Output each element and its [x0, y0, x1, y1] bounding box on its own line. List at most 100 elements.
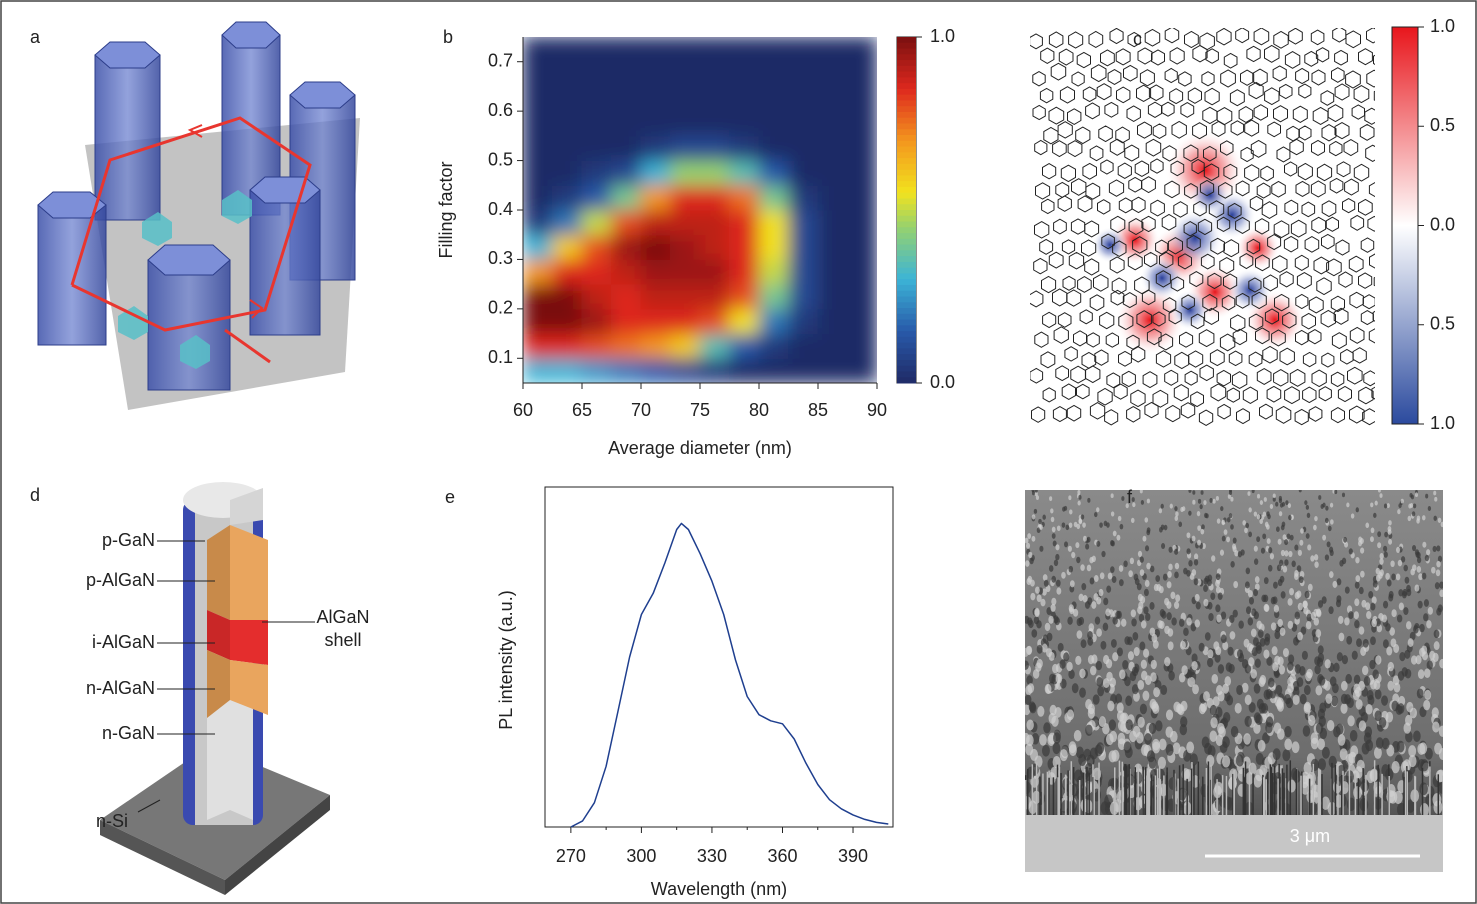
nanowire-texture — [1291, 561, 1295, 568]
nanowire-texture — [1096, 661, 1102, 670]
nanowire-texture — [1108, 573, 1113, 580]
colorbar-step — [897, 66, 916, 72]
nanowire-texture — [1294, 545, 1298, 551]
nanowire-texture — [1211, 555, 1215, 561]
nanowire-texture — [1131, 618, 1136, 626]
nanowire-texture — [1374, 747, 1382, 759]
heatmap-cell — [729, 284, 760, 310]
colorbar-step — [897, 354, 916, 360]
nanowire-texture — [1288, 621, 1294, 629]
heatmap-cell — [582, 284, 613, 310]
colorbar-step — [897, 285, 916, 291]
nanowire-texture — [1132, 632, 1138, 641]
pl-curve — [571, 523, 888, 827]
heatmap-cell — [788, 185, 819, 211]
nanowire-texture — [1230, 631, 1236, 640]
nanowire-texture — [1208, 613, 1213, 621]
nanowire-texture — [1375, 501, 1378, 506]
nanowire-texture — [1330, 550, 1334, 556]
colorbar-step — [897, 170, 916, 176]
nanowire-texture — [1144, 589, 1149, 596]
nanowire-texture — [1377, 531, 1381, 537]
nanowire-texture — [1055, 554, 1059, 560]
nanowire-texture — [1287, 683, 1294, 693]
heatmap-cell — [729, 234, 760, 260]
nanowire-texture — [1314, 561, 1318, 568]
nanowire-texture — [1417, 743, 1425, 755]
nanowire-texture — [1063, 652, 1069, 661]
nanowire-texture — [1337, 652, 1343, 661]
colorbar-step — [897, 337, 916, 343]
nanowire-texture — [1290, 535, 1294, 541]
nanowire-outline — [1376, 161, 1390, 178]
nanowire-texture — [1099, 522, 1103, 527]
nanowire-texture — [1370, 636, 1376, 645]
nanowire-texture — [1242, 659, 1248, 668]
nanowire-texture — [1030, 749, 1038, 761]
heatmap-cell — [523, 160, 554, 186]
nanowire-texture — [1106, 659, 1112, 668]
nanowire-texture — [1186, 617, 1191, 625]
nanowire-texture — [1126, 719, 1133, 730]
nanowire-texture — [1349, 548, 1353, 554]
nanowire-texture — [1155, 720, 1162, 731]
nanowire-texture — [1370, 680, 1377, 690]
nanowire-texture — [1178, 522, 1182, 527]
nanowire-texture — [1216, 586, 1221, 593]
nanowire-texture — [1330, 676, 1337, 686]
nanowire-texture — [1221, 520, 1225, 525]
colorbar-step — [897, 106, 916, 112]
nanowire-texture — [1417, 688, 1424, 698]
nanowire-texture — [1246, 606, 1251, 614]
nanowire-texture — [1417, 552, 1421, 558]
heatmap-cell — [759, 86, 790, 112]
panel-label: b — [443, 27, 453, 47]
nanowire-texture — [1319, 676, 1326, 686]
nanowire-texture — [1270, 504, 1273, 509]
nanowire-texture — [1112, 617, 1117, 625]
nanowire-texture — [1025, 695, 1032, 705]
heatmap-cell — [759, 234, 790, 260]
nanowire-texture — [1418, 601, 1423, 609]
nanowire-texture — [1151, 660, 1157, 669]
nanowire-texture — [1226, 536, 1230, 542]
colorbar-step — [897, 77, 916, 83]
heatmap-cell — [847, 284, 878, 310]
colorbar-step — [897, 187, 916, 193]
nanowire-texture — [1233, 610, 1238, 618]
nanowire-texture — [1069, 509, 1072, 514]
nanowire-texture — [1025, 560, 1029, 567]
nanowire-texture — [1283, 648, 1289, 657]
nanowire-texture — [1070, 580, 1075, 587]
nanowire-texture — [1196, 602, 1201, 610]
heatmap-cell — [759, 37, 790, 63]
heatmap-cell — [729, 259, 760, 285]
nanowire-texture — [1171, 617, 1176, 625]
nanowire-texture — [1284, 559, 1288, 566]
nanowire-texture — [1143, 606, 1148, 614]
nanowire-texture — [1180, 641, 1186, 650]
heatmap-cell — [523, 135, 554, 161]
nanowire-texture — [1132, 502, 1135, 507]
nanowire-texture — [1388, 662, 1394, 671]
nanowire-texture — [1109, 750, 1117, 762]
nanowire-texture — [1119, 579, 1124, 586]
nanowire-texture — [1384, 532, 1388, 538]
heatmap-cell — [611, 308, 642, 334]
nanowire-texture — [1295, 611, 1300, 619]
layer-label: p-AlGaN — [86, 570, 155, 590]
nanowire-texture — [1081, 514, 1085, 519]
nanowire-texture — [1100, 641, 1106, 650]
nanowire-texture — [1397, 509, 1400, 514]
nanowire-texture — [1387, 579, 1392, 586]
colorbar-step — [897, 302, 916, 308]
nanowire-texture — [1121, 619, 1126, 627]
nanowire-texture — [1056, 674, 1063, 684]
nanowire-texture — [1370, 502, 1373, 507]
heatmap-cell — [788, 37, 819, 63]
nanowire-texture — [1243, 733, 1251, 745]
nanowire-texture — [1237, 649, 1243, 658]
heatmap-cell — [641, 333, 672, 359]
nanowire-texture — [1068, 495, 1071, 500]
nanowire-texture — [1262, 533, 1266, 539]
